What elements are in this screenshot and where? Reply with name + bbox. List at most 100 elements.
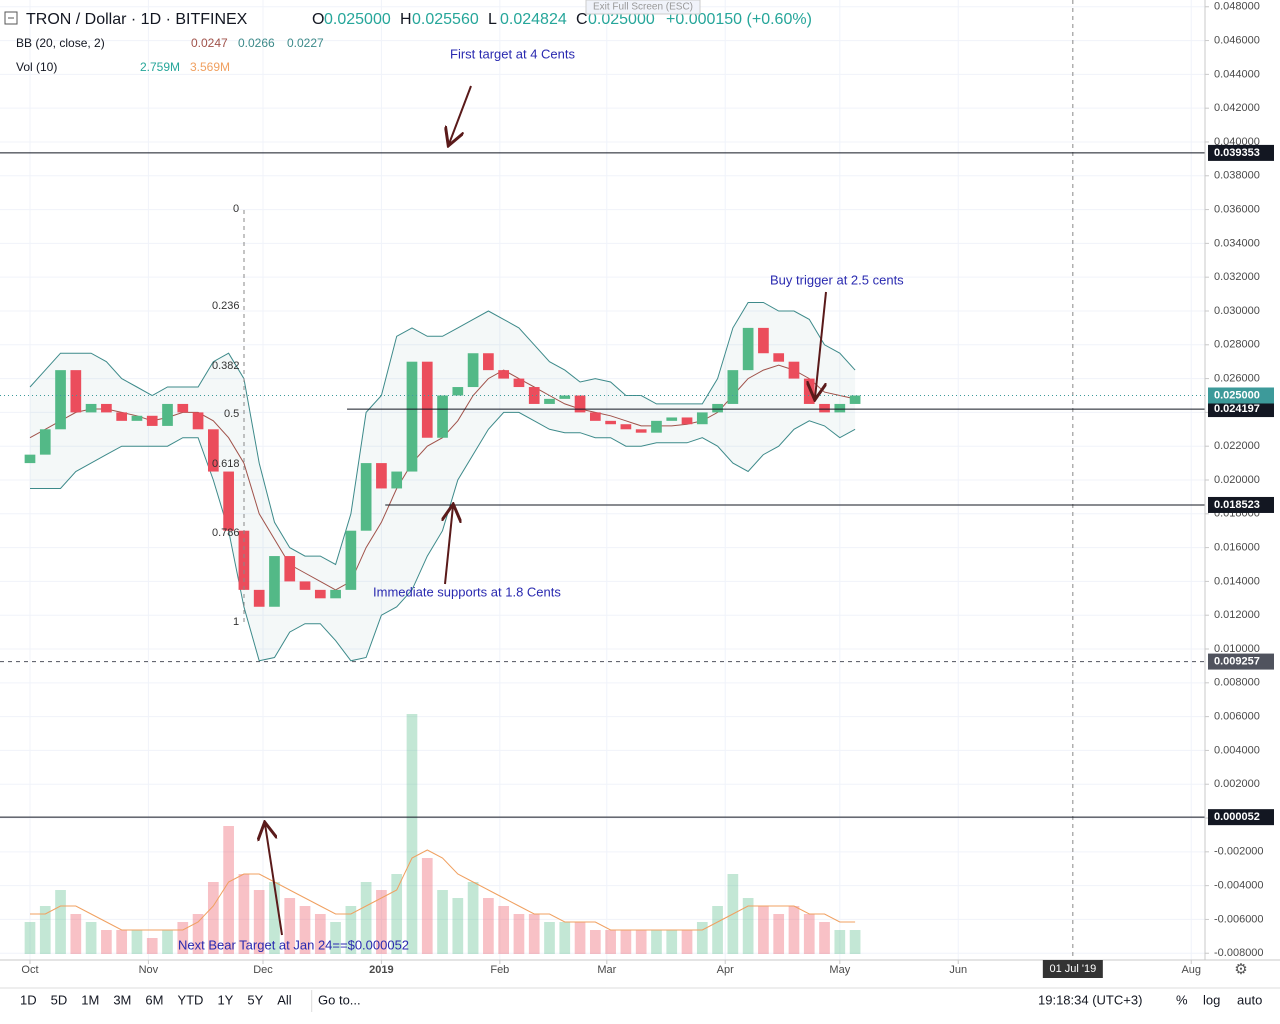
y-tick-label: 0.032000	[1214, 271, 1260, 283]
volume-bar	[345, 906, 357, 954]
ohlc-value: 0.025000	[588, 11, 655, 28]
scale-option[interactable]: auto	[1237, 992, 1262, 1007]
candle	[223, 471, 234, 531]
volume-bar	[742, 898, 754, 954]
y-tick-label: 0.036000	[1214, 203, 1260, 215]
ohlc-key: C	[576, 11, 588, 28]
y-tick-label: 0.030000	[1214, 305, 1260, 317]
toolbar: 1D 5D 1M 3M 6M YTD 1Y 5Y All Go to... 19:18:34 (UT…	[20, 990, 1262, 1012]
band-fill	[29, 302, 856, 661]
candle	[666, 417, 678, 421]
range-button[interactable]: 1Y	[217, 992, 233, 1007]
y-tick-label: 0.034000	[1214, 237, 1260, 249]
indicator-value: 0.0227	[287, 36, 324, 50]
y-tick-label: 0.044000	[1214, 68, 1260, 80]
y-tick-label: -0.004000	[1214, 880, 1264, 892]
volume-bar	[284, 898, 296, 954]
candle	[528, 387, 540, 404]
y-tick-label: 0.040000	[1214, 136, 1260, 148]
volume-bar	[207, 882, 219, 954]
candle	[101, 403, 112, 413]
volume-bar	[421, 858, 433, 954]
y-tick-label: -0.002000	[1214, 846, 1264, 858]
volume-bar	[559, 922, 571, 954]
candle	[192, 412, 204, 430]
candle	[589, 412, 601, 421]
x-tick-label: May	[829, 964, 850, 976]
volume-bar	[376, 890, 387, 954]
y-tick-label: 0.042000	[1214, 102, 1260, 114]
volume-bar	[513, 914, 525, 954]
candle	[55, 370, 66, 430]
level-label-box	[1208, 496, 1274, 513]
volume-bar	[177, 922, 189, 954]
range-button[interactable]: 1M	[81, 992, 99, 1007]
candle	[360, 463, 372, 531]
ohlc-value: 0.025000	[324, 11, 391, 28]
goto-button[interactable]: Go to...	[318, 992, 361, 1007]
x-tick-label: Dec	[253, 964, 273, 976]
exit-fullscreen[interactable]	[585, 0, 701, 15]
volume-bar	[299, 906, 311, 954]
x-tick-label: 2019	[369, 964, 393, 976]
volume-bar	[437, 890, 448, 954]
volume-bar	[666, 930, 678, 954]
volume-bar	[467, 882, 479, 954]
candle	[467, 353, 479, 388]
exit-fullscreen-label[interactable]: Exit Full Screen (ESC)	[593, 2, 693, 13]
collapse-icon[interactable]	[4, 11, 18, 25]
scale-option[interactable]: log	[1203, 992, 1220, 1007]
volume-bar	[269, 882, 280, 954]
y-tick-label: -0.006000	[1214, 913, 1264, 925]
x-tick-label: Mar	[597, 964, 616, 976]
range-button[interactable]: 5Y	[247, 992, 263, 1007]
candle	[376, 463, 387, 489]
indicator-value: 0.0247	[191, 36, 228, 50]
candle	[146, 415, 158, 426]
volume-bar	[314, 914, 326, 954]
range-button[interactable]: YTD	[177, 992, 203, 1007]
band-line	[29, 302, 856, 566]
level-label: 0.009257	[1214, 655, 1260, 667]
y-tick-label: 0.026000	[1214, 372, 1260, 384]
candle	[788, 361, 800, 379]
candle	[238, 530, 250, 590]
candle	[131, 415, 143, 421]
candle	[834, 403, 846, 413]
scale-option[interactable]: %	[1176, 992, 1188, 1007]
volume-bar	[223, 826, 234, 954]
indicator-label[interactable]: BB (20, close, 2)	[16, 36, 105, 50]
range-button[interactable]: 6M	[145, 992, 163, 1007]
symbol[interactable]: TRON / Dollar · 1D · BITFINEX	[26, 11, 248, 28]
level-label: 0.000052	[1214, 811, 1260, 823]
y-tick-label: 0.004000	[1214, 744, 1260, 756]
level-label: 0.025000	[1214, 389, 1260, 401]
volume-bar	[696, 922, 708, 954]
level-label-box	[1208, 653, 1274, 670]
volume-bar	[605, 930, 616, 954]
candle	[452, 387, 464, 396]
level-label-box	[1208, 809, 1274, 826]
settings-icon[interactable]: ⚙	[1234, 961, 1247, 978]
candle	[85, 403, 97, 413]
range-button[interactable]: 1D	[20, 992, 37, 1007]
range-button[interactable]: All	[277, 992, 292, 1007]
volume-bar	[681, 930, 693, 954]
grid	[0, 0, 1205, 960]
indicator-label[interactable]: Vol (10)	[16, 60, 57, 74]
band-line	[30, 411, 856, 662]
range-button[interactable]: 3M	[113, 992, 131, 1007]
ohlc: O 0.025000 H 0.025560 L 0.024824 C 0.025000	[312, 11, 655, 28]
candle	[421, 361, 433, 438]
range-button[interactable]: 5D	[51, 992, 68, 1007]
x-tick-label: Oct	[21, 964, 38, 976]
annotation: Immediate supports at 1.8 Cents	[373, 584, 561, 599]
candle	[207, 429, 219, 472]
x-tick-label: Nov	[139, 964, 159, 976]
candle	[849, 395, 861, 404]
volume-bar	[758, 906, 769, 954]
volume-bar	[24, 922, 36, 954]
ohlc-key: H	[400, 11, 412, 28]
